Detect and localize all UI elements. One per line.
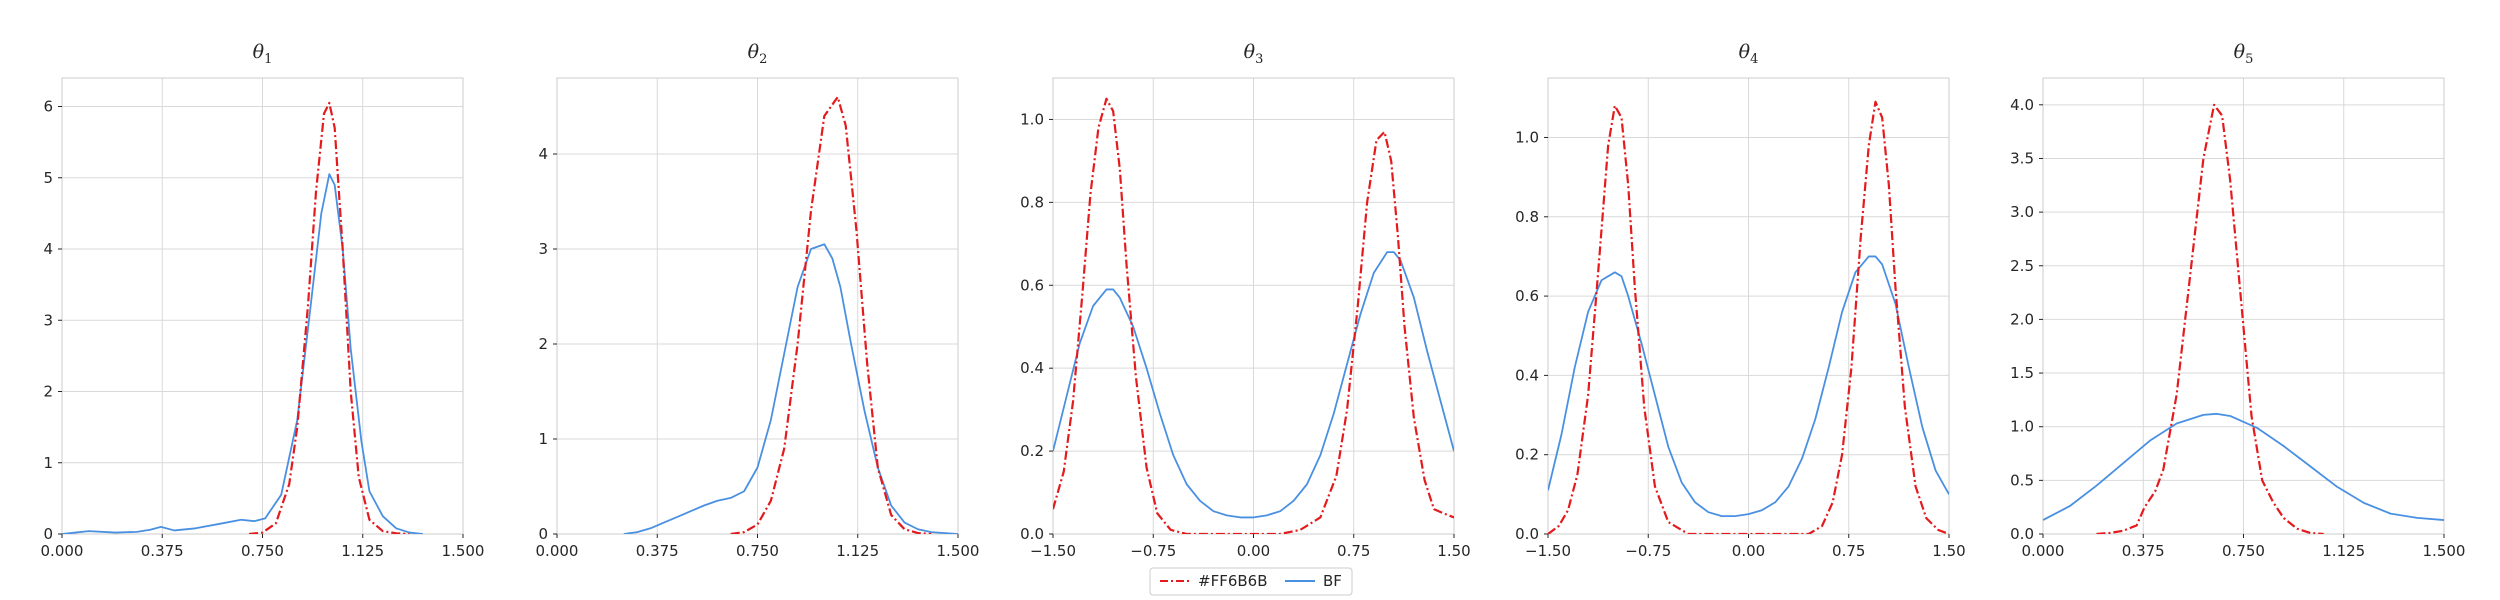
x-tick-label: 0.75 [1832,542,1865,560]
x-tick-label: 0.000 [41,542,84,560]
y-tick-label: 2.5 [2010,257,2034,275]
x-tick-label: −0.75 [1625,542,1671,560]
x-tick-label: 0.000 [536,542,579,560]
x-tick-label: 0.375 [2122,542,2165,560]
y-tick-label: 2 [538,335,548,353]
y-tick-label: 5 [43,169,53,187]
y-tick-label: 0.0 [1020,525,1044,543]
x-tick-label: 0.750 [736,542,779,560]
y-tick-label: 1.0 [2010,418,2034,436]
series-line-red [2096,103,2324,534]
legend: #FF6B6B BF [1149,567,1353,596]
y-tick-label: 1.5 [2010,364,2034,382]
x-tick-label: 1.125 [2322,542,2365,560]
panel-title: θ3 [1244,41,1264,67]
y-tick-label: 0.4 [1515,366,1539,384]
x-tick-label: 1.500 [937,542,980,560]
y-tick-label: 0.8 [1515,208,1539,226]
y-tick-label: 2 [43,383,53,401]
y-tick-label: 0.8 [1020,193,1044,211]
x-tick-label: 1.125 [341,542,384,560]
x-tick-label: 0.750 [2222,542,2265,560]
y-tick-label: 0.4 [1020,359,1044,377]
x-tick-label: 1.125 [836,542,879,560]
series-line-bf [2043,412,2444,521]
panel-3: −1.50 −0.75 0.00 0.75 1.50 0.0 0.2 0.4 0.6 0.8 1.0… [1020,41,1471,560]
x-tick-label: −1.50 [1525,542,1571,560]
x-tick-label: 0.00 [1237,542,1270,560]
y-tick-label: 3.5 [2010,149,2034,167]
y-tick-label: 0 [538,525,548,543]
series-line-bf [623,243,958,534]
x-tick-label: 0.000 [2022,542,2065,560]
x-tick-label: −0.75 [1130,542,1176,560]
x-tick-label: −1.50 [1030,542,1076,560]
panel-2: 0.000 0.375 0.750 1.125 1.500 0 1 2 3 4 θ2 [536,41,980,560]
panel-title: θ2 [748,41,768,67]
y-tick-label: 1 [43,454,53,472]
y-tick-label: 0.6 [1515,287,1539,305]
y-tick-label: 1.0 [1020,110,1044,128]
panel-4: −1.50 −0.75 0.00 0.75 1.50 0.0 0.2 0.4 0.6 0.8 1.0… [1515,41,1966,560]
x-tick-label: 0.375 [141,542,184,560]
y-tick-label: 0.2 [1020,442,1044,460]
series-line-bf [62,173,423,534]
series-line-red [1053,97,1454,534]
panel-title: θ1 [253,41,273,67]
y-tick-label: 3.0 [2010,203,2034,221]
y-tick-label: 3 [538,240,548,258]
x-tick-label: 1.50 [1437,542,1470,560]
y-tick-label: 1 [538,430,548,448]
series-line-bf [1548,255,1949,518]
panel-1: 0.000 0.375 0.750 1.125 1.500 0 1 2 3 4 5 6 θ1 [41,41,485,560]
y-tick-label: 0.0 [2010,525,2034,543]
x-tick-label: 0.750 [241,542,284,560]
y-tick-label: 0.6 [1020,276,1044,294]
legend-label-blue: BF [1323,572,1342,590]
x-tick-label: 0.00 [1732,542,1765,560]
series-line-bf [1053,251,1454,519]
x-tick-label: 1.500 [2423,542,2466,560]
y-tick-label: 6 [43,98,53,116]
x-tick-label: 0.375 [636,542,679,560]
y-tick-label: 0.5 [2010,471,2034,489]
y-tick-label: 4.0 [2010,96,2034,114]
x-tick-label: 0.75 [1337,542,1370,560]
series-line-red [249,101,410,534]
legend-label-red: #FF6B6B [1198,572,1268,590]
panel-title: θ4 [1739,41,1759,67]
x-tick-label: 1.50 [1932,542,1965,560]
series-line-red [730,95,932,534]
y-tick-label: 1.0 [1515,128,1539,146]
y-tick-label: 4 [538,145,548,163]
legend-frame [1149,567,1353,596]
y-tick-label: 0.2 [1515,446,1539,464]
y-tick-label: 4 [43,240,53,258]
y-tick-label: 0.0 [1515,525,1539,543]
y-tick-label: 2.0 [2010,310,2034,328]
panel-5: 0.000 0.375 0.750 1.125 1.500 0.0 0.5 1.0 1.5 2.0… [2010,41,2465,560]
y-tick-label: 3 [43,311,53,329]
x-tick-label: 1.500 [442,542,485,560]
panel-title: θ5 [2234,41,2254,67]
series-line-red [1548,100,1949,534]
y-tick-label: 0 [43,525,53,543]
